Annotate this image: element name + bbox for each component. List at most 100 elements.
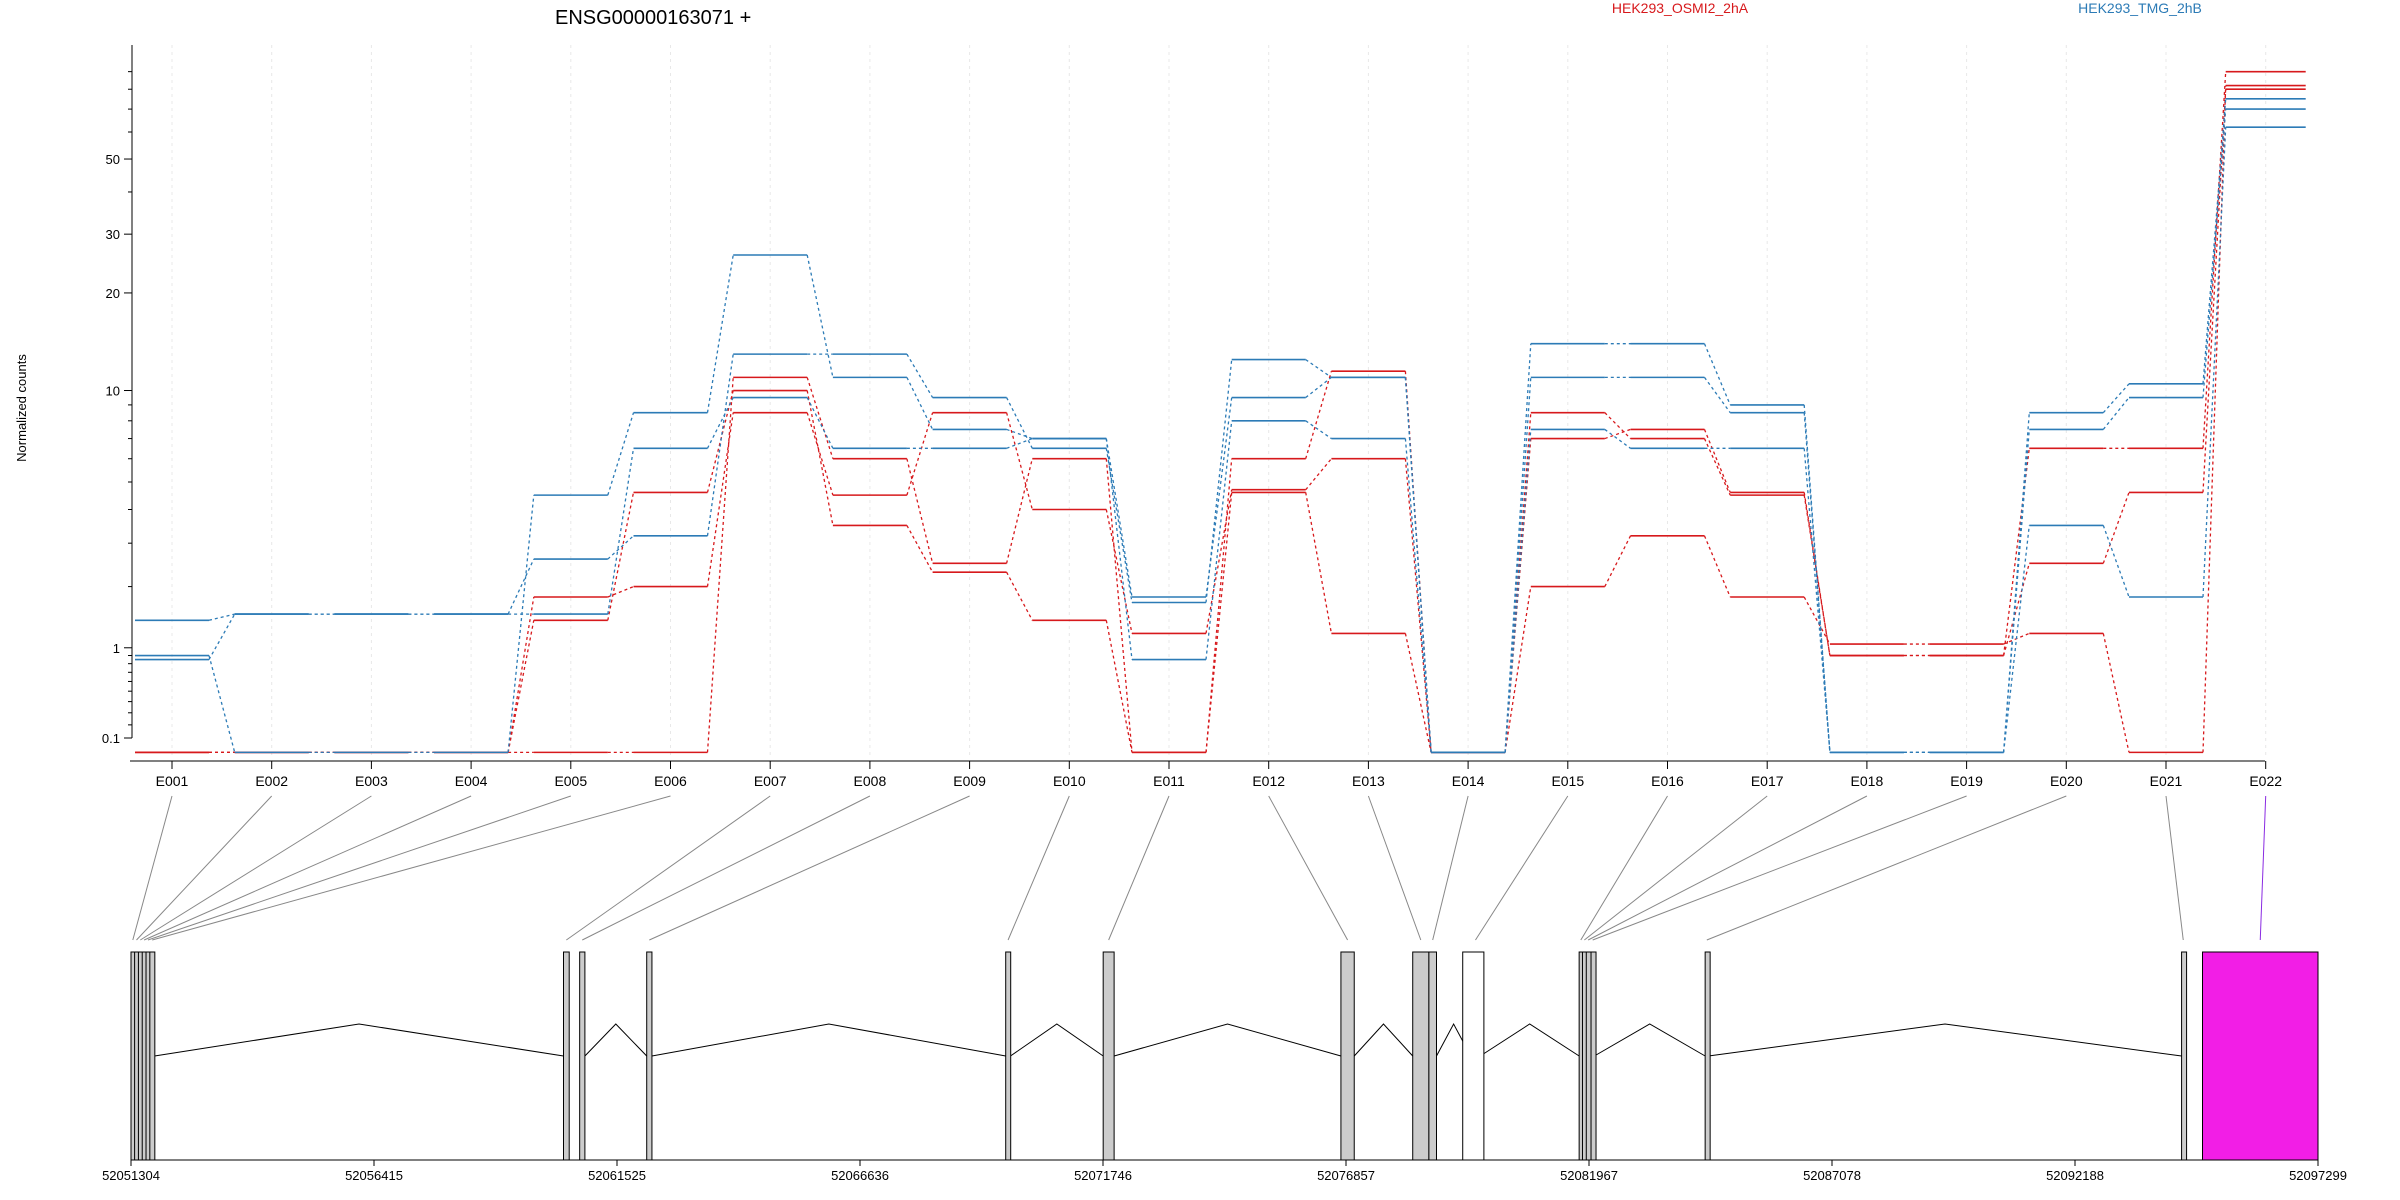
- series-connector: [1305, 371, 1333, 459]
- series-connector: [1005, 458, 1033, 564]
- x-tick-label: E022: [2249, 773, 2282, 789]
- series-connector: [1105, 438, 1133, 660]
- series-connector: [607, 492, 635, 621]
- series-connector: [607, 412, 635, 496]
- series-connector: [2202, 127, 2227, 598]
- exon-connector: [136, 795, 273, 941]
- vertical-gridlines: [171, 45, 2267, 758]
- x-tick-label: E011: [1153, 773, 1185, 789]
- genomic-tick-label: 52081967: [1560, 1168, 1618, 1183]
- exon-connector: [2165, 795, 2184, 941]
- series-connector: [1305, 420, 1332, 440]
- x-tick-label: E003: [355, 773, 388, 789]
- x-tick-label: E006: [654, 773, 687, 789]
- series-connector: [208, 655, 236, 753]
- series-connector: [607, 448, 635, 615]
- y-axis-label: Normalized counts: [14, 354, 29, 462]
- series-connector: [507, 495, 535, 753]
- series-connector: [2002, 412, 2030, 753]
- series-connector: [1504, 377, 1532, 753]
- exon-box: [563, 951, 570, 1161]
- exon-box-empty: [1462, 951, 1485, 1161]
- series-connector: [1105, 620, 1133, 753]
- series-connector: [806, 412, 834, 496]
- intron-chevron: [651, 1023, 1006, 1057]
- x-tick-label: E021: [2150, 773, 2183, 789]
- genomic-tick-label: 52097299: [2289, 1168, 2347, 1183]
- series-connector: [208, 613, 236, 660]
- series-connector: [1105, 448, 1133, 603]
- series-connector: [607, 535, 634, 560]
- y-axis: 0.1 1 10 20 30 50: [102, 45, 133, 746]
- exon-box: [1102, 951, 1115, 1161]
- series-connector: [1404, 633, 1432, 753]
- intron-chevron: [584, 1023, 648, 1057]
- y-tick-label: 1: [113, 641, 120, 656]
- exon-box: [1340, 951, 1355, 1161]
- series-3: [135, 70, 2306, 754]
- x-tick-label: E015: [1551, 773, 1584, 789]
- series-connector: [906, 412, 934, 496]
- x-tick-label: E018: [1851, 773, 1884, 789]
- x-tick-label: E010: [1053, 773, 1086, 789]
- series-connector: [1006, 428, 1033, 440]
- exon-connector: [2259, 795, 2267, 941]
- exon-connector: [1706, 795, 2067, 941]
- series-connector: [806, 254, 834, 378]
- series-connector: [1205, 458, 1233, 753]
- series-connector: [906, 353, 934, 398]
- y-tick-label: 0.1: [102, 731, 120, 746]
- series-connector: [507, 596, 535, 753]
- series-connector: [906, 525, 934, 573]
- series-connector: [1504, 586, 1532, 753]
- legend-label-osmi: HEK293_OSMI2_2hA: [1612, 0, 1749, 16]
- series-2: [135, 88, 2306, 754]
- series-1: [135, 84, 2306, 754]
- x-tick-label: E012: [1252, 773, 1285, 789]
- series-connector: [706, 412, 734, 587]
- series-connector: [1604, 428, 1631, 440]
- series-connector: [1404, 377, 1432, 753]
- intron-chevron: [1113, 1023, 1342, 1057]
- exon-connector: [143, 795, 472, 941]
- intron-chevron: [1010, 1023, 1104, 1057]
- y-tick-label: 30: [106, 227, 120, 242]
- exon-connector: [1584, 795, 1768, 941]
- genomic-axis: 52051304 52056415 52061525 52066636 52071746…: [102, 1159, 2347, 1183]
- exon-connector: [1592, 795, 1967, 941]
- exon-box: [1428, 951, 1437, 1161]
- exon-box: [2202, 951, 2319, 1161]
- exon-connector: [649, 795, 970, 941]
- series-connector: [507, 620, 535, 753]
- intron-chevron: [154, 1023, 564, 1057]
- series-connector: [2002, 563, 2030, 656]
- series-connector: [1703, 429, 1731, 493]
- exon-box: [579, 951, 586, 1161]
- genomic-tick-label: 52092188: [2046, 1168, 2104, 1183]
- x-tick-label: E017: [1751, 773, 1784, 789]
- series-connector: [2102, 383, 2130, 414]
- exon-box: [1412, 951, 1430, 1161]
- series-5: [135, 98, 2306, 754]
- exon-connector: [147, 795, 571, 941]
- exon-connector: [1580, 795, 1668, 941]
- series-connector: [1803, 448, 1831, 753]
- series-connector: [1005, 412, 1033, 510]
- series-connector: [1703, 438, 1731, 496]
- series-connector: [1205, 420, 1233, 660]
- series-connector: [906, 377, 934, 430]
- series-connector: [1404, 458, 1432, 753]
- x-tick-label: E002: [255, 773, 288, 789]
- series-connector: [2102, 525, 2130, 598]
- series-connector: [806, 377, 834, 459]
- x-tick-label: E020: [2050, 773, 2083, 789]
- series-6: [135, 126, 2306, 754]
- series-connector: [2102, 633, 2130, 753]
- x-tick-label: E016: [1651, 773, 1684, 789]
- exon-connector: [140, 795, 372, 941]
- series-connector: [1703, 535, 1731, 598]
- series-connector: [2002, 448, 2030, 656]
- x-axis: E001 E002 E003 E004 E005 E006 E007 E008 E009 E010…: [130, 760, 2282, 789]
- series-connector: [1006, 437, 1033, 449]
